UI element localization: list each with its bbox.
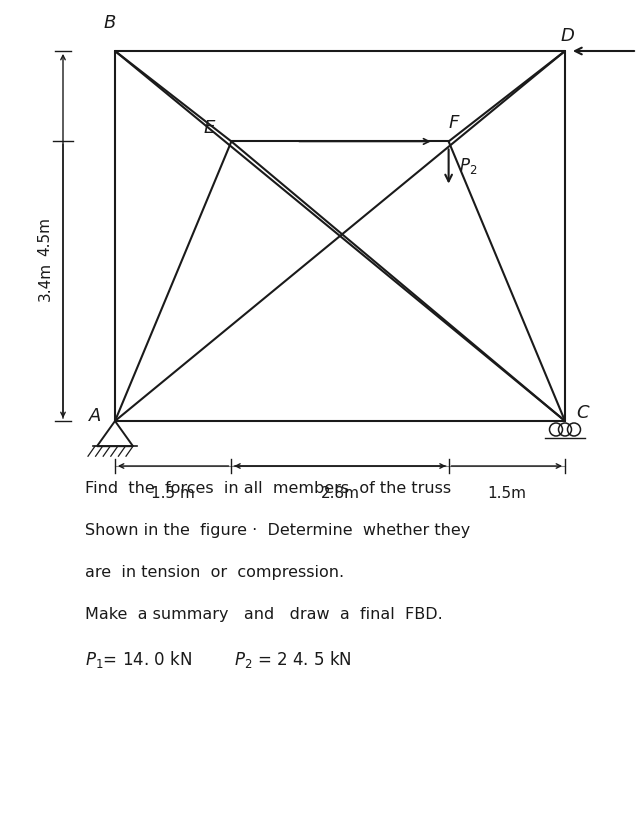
Text: D: D — [560, 27, 574, 45]
Text: 2.8m: 2.8m — [320, 486, 360, 501]
Text: Make  a summary   and   draw  a  final  FBD.: Make a summary and draw a final FBD. — [85, 607, 443, 622]
Text: $P_1$= 14. 0 kN        $P_2$ = 2 4. 5 kN: $P_1$= 14. 0 kN $P_2$ = 2 4. 5 kN — [85, 649, 352, 670]
Text: 1.5m: 1.5m — [487, 486, 526, 501]
Text: A: A — [89, 407, 101, 425]
Text: C: C — [577, 404, 589, 422]
Text: Shown in the  figure ·  Determine  whether they: Shown in the figure · Determine whether … — [85, 523, 470, 538]
Text: Find  the  forces  in all  members  of the truss: Find the forces in all members of the tr… — [85, 481, 451, 496]
Text: F: F — [449, 115, 459, 132]
Text: E: E — [204, 120, 215, 137]
Text: are  in tension  or  compression.: are in tension or compression. — [85, 565, 344, 580]
Text: 3.4m: 3.4m — [38, 262, 53, 301]
Text: 1.5 m: 1.5 m — [151, 486, 195, 501]
Text: B: B — [104, 14, 116, 32]
Text: $P_2$: $P_2$ — [458, 156, 477, 177]
Text: 4.5m: 4.5m — [38, 216, 53, 255]
